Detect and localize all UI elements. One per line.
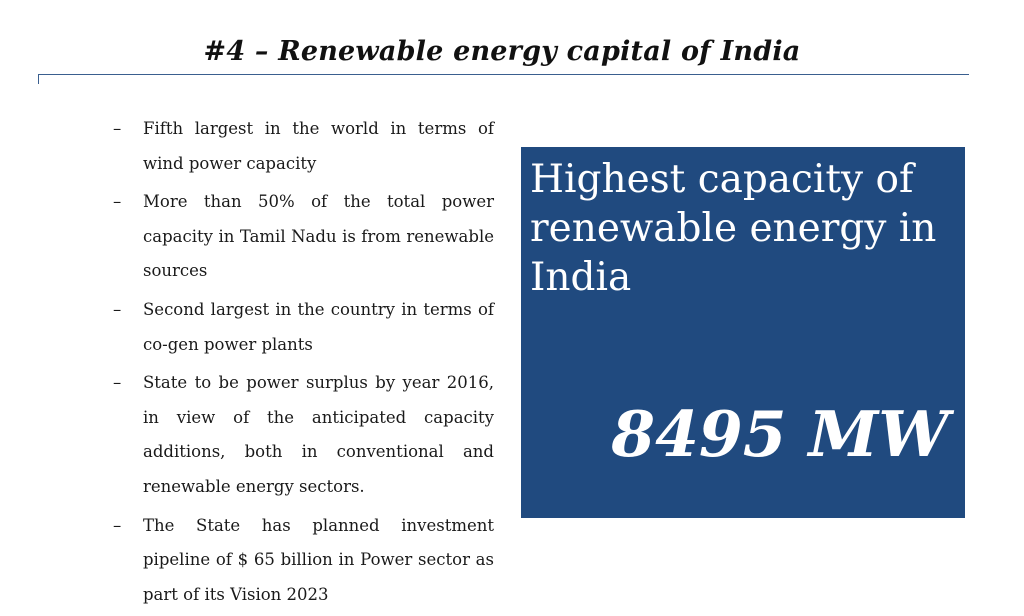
- capacity-figure: 8495 MW: [611, 397, 949, 471]
- bullet-item: – More than 50% of the total power capac…: [113, 185, 494, 289]
- bullet-dash: –: [113, 515, 122, 535]
- bullet-text: The State has planned investment pipelin…: [143, 515, 494, 604]
- bullet-item: – Fifth largest in the world in terms of…: [113, 112, 494, 181]
- divider-end-tick: [38, 74, 39, 84]
- bullet-list: – Fifth largest in the world in terms of…: [113, 112, 494, 616]
- bullet-text: Second largest in the country in terms o…: [143, 299, 494, 354]
- slide-title: #4 – Renewable energy capital of India: [203, 36, 801, 67]
- bullet-text: State to be power surplus by year 2016, …: [143, 373, 494, 496]
- bullet-dash: –: [113, 192, 122, 212]
- bullet-item: – The State has planned investment pipel…: [113, 509, 494, 613]
- bullet-item: – Second largest in the country in terms…: [113, 293, 494, 362]
- bullet-text: More than 50% of the total power capacit…: [143, 192, 494, 281]
- title-divider: [38, 74, 969, 75]
- highlight-heading: Highest capacity of renewable energy in …: [530, 157, 937, 300]
- capacity-highlight-box: Highest capacity of renewable energy in …: [521, 147, 965, 518]
- bullet-item: – State to be power surplus by year 2016…: [113, 366, 494, 504]
- bullet-text: Fifth largest in the world in terms of w…: [143, 119, 494, 173]
- bullet-dash: –: [113, 299, 122, 319]
- bullet-dash: –: [113, 373, 122, 393]
- bullet-dash: –: [113, 119, 122, 138]
